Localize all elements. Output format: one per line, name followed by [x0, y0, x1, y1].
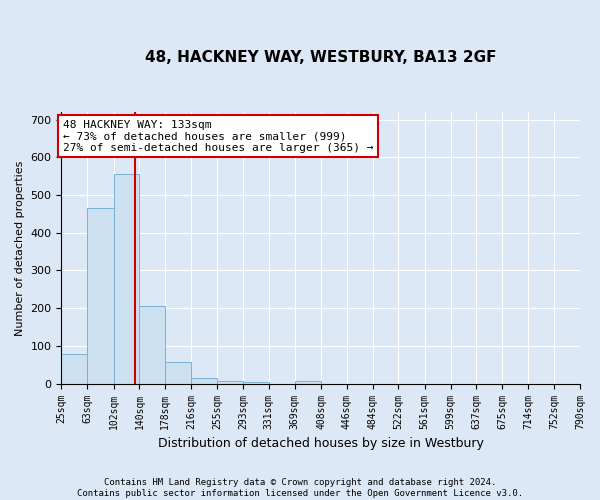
- X-axis label: Distribution of detached houses by size in Westbury: Distribution of detached houses by size …: [158, 437, 484, 450]
- Y-axis label: Number of detached properties: Number of detached properties: [15, 160, 25, 336]
- Text: 48 HACKNEY WAY: 133sqm
← 73% of detached houses are smaller (999)
27% of semi-de: 48 HACKNEY WAY: 133sqm ← 73% of detached…: [63, 120, 373, 152]
- Text: Contains HM Land Registry data © Crown copyright and database right 2024.
Contai: Contains HM Land Registry data © Crown c…: [77, 478, 523, 498]
- Bar: [113, 174, 139, 384]
- Bar: [165, 362, 191, 384]
- Bar: [87, 208, 113, 384]
- Bar: [243, 382, 269, 384]
- Bar: [139, 306, 165, 384]
- Bar: [191, 378, 217, 384]
- Bar: [295, 380, 321, 384]
- Bar: [217, 380, 243, 384]
- Bar: [61, 354, 87, 384]
- Title: 48, HACKNEY WAY, WESTBURY, BA13 2GF: 48, HACKNEY WAY, WESTBURY, BA13 2GF: [145, 50, 496, 65]
